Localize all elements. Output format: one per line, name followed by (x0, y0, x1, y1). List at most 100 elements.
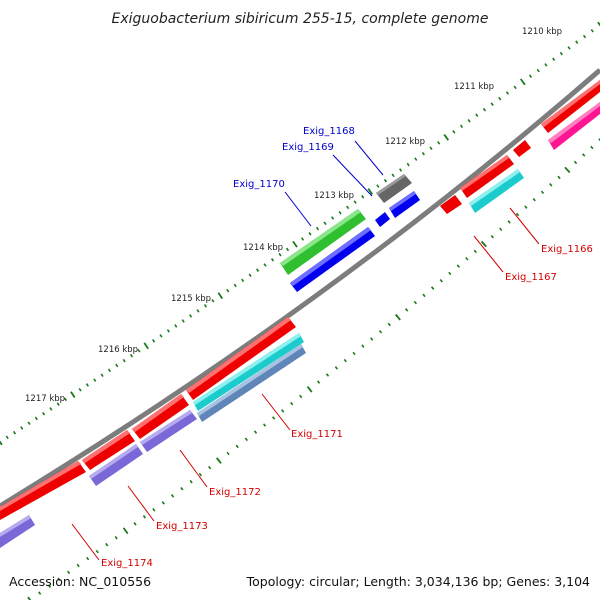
outer-ring-tick (459, 124, 464, 129)
outer-ring-tick (100, 373, 104, 378)
gene-red-forward-4[interactable] (0, 461, 86, 520)
outer-ring-tick (323, 221, 327, 226)
outer-ring-tick (361, 195, 365, 199)
gene-exig-1173-purple[interactable] (89, 444, 143, 486)
inner-ring-tick (490, 234, 495, 239)
inner-ring-tick (456, 264, 461, 268)
inner-ring-tick (114, 535, 118, 540)
outer-ring-tick (159, 334, 163, 338)
gene-label-exig-1171[interactable]: Exig_1171 (291, 429, 343, 440)
gene-label-exig-1167[interactable]: Exig_1167 (505, 272, 557, 283)
inner-ring-tick (439, 278, 443, 283)
reverse-strand-features (0, 102, 600, 548)
genome-summary-text: Topology: circular; Length: 3,034,136 bp… (246, 574, 590, 589)
outer-ring-tick (196, 309, 200, 313)
outer-ring-tick (107, 368, 111, 373)
gene-exig-1172-purple[interactable] (140, 410, 197, 452)
label-leaders (71, 140, 540, 561)
gene-label-exig-1169[interactable]: Exig_1169 (282, 142, 334, 153)
outer-ring-tick (498, 96, 502, 101)
inner-ring-tick (515, 212, 520, 217)
accession-text: Accession: NC_010556 (9, 574, 151, 589)
outer-ring-tick (93, 378, 97, 382)
inner-ring-tick (226, 451, 230, 456)
gene-red-small-reverse[interactable] (513, 140, 531, 157)
gene-red-forward-3[interactable] (82, 430, 135, 470)
outer-ring-tick (513, 85, 517, 90)
gene-exig-1174-purple[interactable] (0, 515, 35, 548)
outer-ring-tick (536, 68, 540, 73)
outer-ring-tick (490, 102, 494, 106)
outer-ring-tick (482, 107, 487, 112)
gene-exig-1167[interactable] (460, 155, 514, 198)
outer-ring-tick (331, 216, 335, 220)
kbp-label-1213: 1213 kbp (314, 191, 354, 201)
gene-red-forward-1[interactable] (541, 80, 600, 133)
outer-ring-tick (544, 63, 548, 67)
outer-ring-tick (575, 40, 579, 44)
inner-ring-tick (47, 584, 51, 588)
gene-label-exig-1172[interactable]: Exig_1172 (209, 487, 261, 498)
gene-label-exig-1166[interactable]: Exig_1166 (541, 244, 593, 255)
gene-cyan-reverse[interactable] (193, 333, 304, 411)
gene-label-exig-1170[interactable]: Exig_1170 (233, 179, 285, 190)
outer-ring-tick (217, 292, 224, 300)
outer-ring-tick (582, 34, 587, 39)
gene-exig-1170[interactable] (290, 227, 375, 292)
inner-tick-ring (27, 138, 600, 600)
inner-ring-tick (370, 337, 374, 341)
outer-ring-tick (263, 263, 267, 267)
gene-exig-1171-forward[interactable] (186, 317, 296, 400)
kbp-label-1212: 1212 kbp (385, 137, 425, 147)
outer-ring-tick (248, 273, 252, 278)
gene-magenta-reverse[interactable] (548, 102, 600, 150)
inner-ring-tick (208, 465, 212, 470)
outer-ring-tick (20, 426, 24, 430)
gene-exig-1167-arrow[interactable] (440, 195, 462, 214)
inner-ring-tick (480, 240, 487, 248)
gene-exig-1170-upper[interactable] (280, 209, 366, 275)
inner-ring-tick (215, 457, 222, 464)
inner-ring-tick (306, 386, 313, 393)
gene-red-forward-2[interactable] (132, 394, 189, 439)
outer-ring-tick (367, 188, 374, 195)
outer-ring-tick (376, 184, 380, 188)
outer-ring-tick (338, 210, 342, 215)
gene-label-exig-1174[interactable]: Exig_1174 (101, 558, 153, 569)
outer-ring-tick (505, 91, 510, 95)
forward-strand-features (0, 80, 600, 520)
outer-ring-tick (443, 133, 450, 141)
outer-ring-tick (122, 358, 126, 363)
inner-ring-tick (235, 444, 239, 449)
inner-ring-tick (290, 401, 294, 406)
inner-ring-tick (142, 515, 147, 519)
outer-ring-tick (452, 130, 456, 134)
inner-ring-tick (198, 472, 203, 477)
inner-ring-tick (122, 527, 129, 535)
inner-ring-tick (395, 313, 401, 321)
outer-ring-tick (27, 421, 31, 425)
kbp-label-1210: 1210 kbp (522, 27, 562, 37)
gene-exig-1166[interactable] (469, 169, 524, 213)
gene-label-exig-1173[interactable]: Exig_1173 (156, 521, 208, 532)
outer-ring-tick (421, 151, 425, 156)
inner-ring-tick (152, 508, 156, 512)
inner-ring-tick (387, 322, 391, 327)
outer-ring-tick (49, 407, 53, 411)
outer-ring-tick (115, 363, 119, 368)
outer-ring-tick (475, 113, 479, 118)
gene-exig-1168[interactable] (376, 174, 412, 203)
outer-ring-tick (346, 205, 350, 210)
gene-exig-1169[interactable] (375, 212, 390, 227)
inner-ring-tick (299, 394, 303, 399)
inner-ring-tick (361, 344, 365, 348)
gene-steel-reverse[interactable] (197, 344, 306, 422)
inner-ring-tick (38, 591, 42, 595)
gene-label-exig-1168[interactable]: Exig_1168 (303, 126, 355, 137)
inner-ring-tick (170, 494, 175, 498)
outer-ring-tick (203, 304, 207, 308)
outer-ring-tick (211, 299, 215, 303)
inner-ring-tick (582, 153, 586, 157)
gene-blue-arrow-2[interactable] (389, 191, 420, 218)
inner-ring-tick (557, 175, 561, 180)
